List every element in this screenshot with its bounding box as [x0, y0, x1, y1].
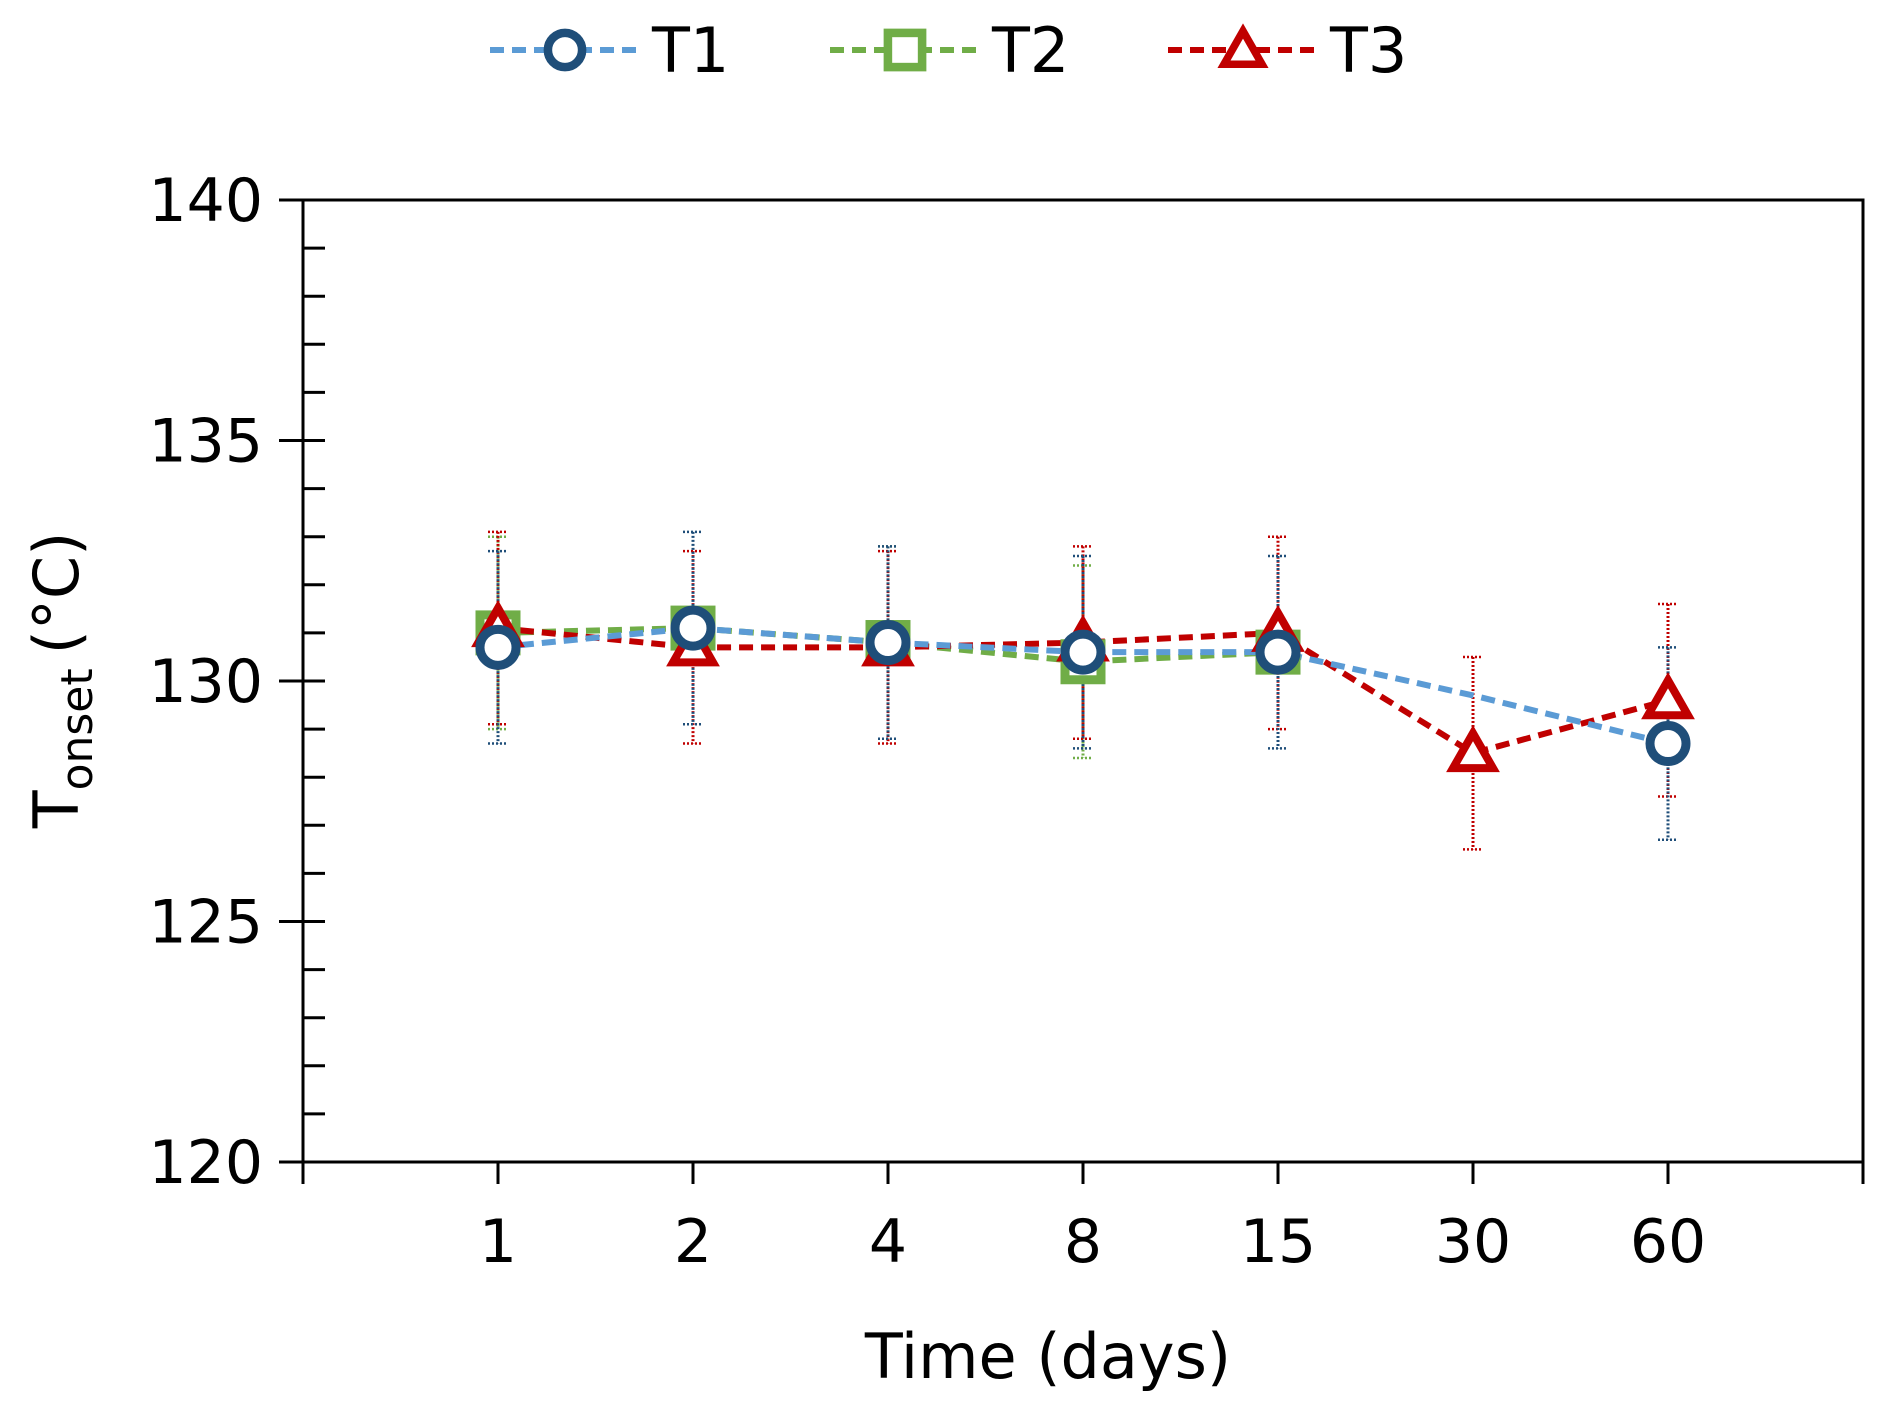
y-axis-title: Tonset (°C): [20, 532, 103, 830]
x-axis-title: Time (days): [864, 1320, 1231, 1393]
series-T1-line: [497, 625, 1669, 747]
series-T1-markers: [475, 605, 1691, 767]
legend-swatch-marker: [543, 28, 587, 72]
data-point-T1: [475, 624, 521, 670]
y-tick-label: 120: [148, 1128, 263, 1198]
x-tick-label: 60: [1630, 1207, 1706, 1277]
data-point-T1: [1255, 629, 1301, 675]
legend-swatch-marker: [883, 28, 927, 72]
y-axis-title-subscript: onset: [52, 668, 103, 790]
legend: T1 T2 T3: [490, 14, 1407, 87]
legend-label: T2: [991, 14, 1069, 87]
legend-item-T3: T3: [1168, 14, 1407, 87]
y-axis-title-main: T: [20, 789, 93, 829]
x-tick-label: 30: [1435, 1207, 1511, 1277]
y-tick-label: 135: [148, 407, 263, 477]
data-point-T3: [1641, 672, 1695, 720]
plot-area: [301, 198, 1865, 1164]
legend-item-T2: T2: [830, 14, 1069, 87]
data-point-T1: [1060, 629, 1106, 675]
data-point-T1: [670, 605, 716, 651]
y-axis-title-unit: (°C): [20, 532, 93, 655]
legend-label: T1: [651, 14, 729, 87]
x-tick-label: 1: [479, 1207, 517, 1277]
x-tick-label: 15: [1240, 1207, 1316, 1277]
x-tick-label: 8: [1064, 1207, 1102, 1277]
data-point-T3: [1446, 725, 1500, 773]
data-point-T1: [865, 620, 911, 666]
legend-label: T3: [1329, 14, 1407, 87]
y-axis: 120 125 130 135 140: [148, 166, 325, 1198]
legend-item-T1: T1: [490, 14, 729, 87]
data-point-T1: [1645, 721, 1691, 767]
x-tick-label: 2: [674, 1207, 712, 1277]
y-tick-label: 130: [148, 647, 263, 717]
legend-swatch-marker: [1217, 23, 1269, 69]
series-T2-line: [497, 625, 1279, 665]
y-tick-label: 125: [148, 888, 263, 958]
x-tick-label: 4: [869, 1207, 907, 1277]
series-T3-error-bars: [488, 530, 1678, 851]
y-tick-label: 140: [148, 166, 263, 236]
x-axis: 1 2 4 8 15 30 60: [301, 1162, 1865, 1277]
